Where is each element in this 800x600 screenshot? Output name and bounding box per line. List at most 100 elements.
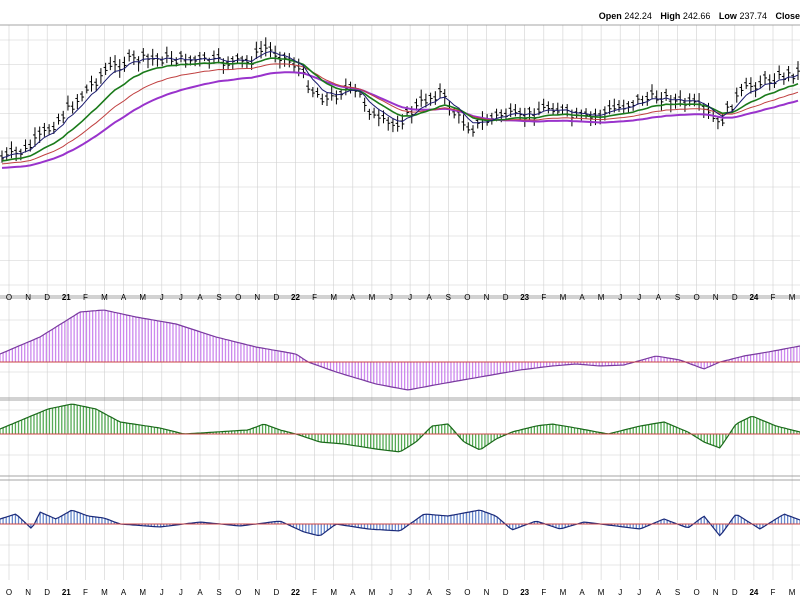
- x-tick-label: M: [369, 293, 376, 302]
- x-tick-label: A: [197, 588, 203, 597]
- x-tick-label: J: [637, 588, 641, 597]
- x-tick-label: 22: [291, 588, 300, 597]
- x-tick-label: S: [446, 588, 451, 597]
- x-tick-label: F: [312, 588, 317, 597]
- x-tick-label: D: [503, 293, 509, 302]
- x-tick-label: F: [312, 293, 317, 302]
- x-tick-label: N: [713, 588, 719, 597]
- x-tick-label: M: [101, 588, 108, 597]
- x-tick-label: J: [389, 588, 393, 597]
- x-tick-label: A: [350, 293, 356, 302]
- ma-green-line: [1, 57, 799, 162]
- low-value: 237.74: [739, 11, 767, 21]
- x-tick-label: F: [83, 588, 88, 597]
- x-tick-label: A: [579, 293, 585, 302]
- x-tick-label: D: [44, 293, 50, 302]
- x-tick-label: O: [464, 588, 470, 597]
- x-tick-label: 21: [62, 293, 71, 302]
- histogram-outline: [0, 509, 800, 537]
- x-tick-label: F: [541, 588, 546, 597]
- x-tick-label: N: [484, 588, 490, 597]
- ma-red-line: [1, 63, 799, 165]
- close-label: Close: [775, 11, 800, 21]
- x-tick-label: A: [656, 588, 662, 597]
- histogram-outline: [0, 403, 800, 453]
- x-tick-label: D: [732, 588, 738, 597]
- x-tick-label: M: [560, 588, 567, 597]
- x-tick-label: J: [160, 588, 164, 597]
- x-tick-label: O: [693, 588, 699, 597]
- x-tick-label: N: [25, 588, 31, 597]
- x-tick-label: A: [579, 588, 585, 597]
- x-tick-label: M: [101, 293, 108, 302]
- x-tick-label: M: [598, 293, 605, 302]
- x-tick-label: A: [121, 588, 127, 597]
- x-tick-label: J: [408, 293, 412, 302]
- x-tick-label: M: [139, 293, 146, 302]
- x-axis-labels: O N D 21 F M A M J J A S O N D 22 F M A M J J A S O N D 23 F M A M J J A S O…: [6, 293, 796, 302]
- indicator-panel-1: [0, 309, 800, 391]
- x-tick-label: 24: [749, 588, 758, 597]
- x-tick-label: M: [330, 588, 337, 597]
- x-tick-label: M: [789, 588, 796, 597]
- ma-fast-line: [1, 50, 799, 159]
- x-tick-label: N: [713, 293, 719, 302]
- x-tick-label: A: [350, 588, 356, 597]
- ohlc-header: Open 242.24 High 242.66 Low 237.74 Close: [599, 11, 800, 21]
- indicator-panel-3: [0, 509, 800, 537]
- x-tick-label: A: [121, 293, 127, 302]
- x-axis-labels: O N D 21 F M A M J J A S O N D 22 F M A M J J A S O N D 23 F M A M J J A S O…: [6, 588, 796, 597]
- x-tick-label: S: [216, 588, 221, 597]
- ma-purple-line: [1, 71, 799, 169]
- x-tick-label: 22: [291, 293, 300, 302]
- x-tick-label: O: [6, 293, 12, 302]
- x-tick-label: F: [771, 293, 776, 302]
- x-tick-label: O: [235, 293, 241, 302]
- x-tick-label: 24: [749, 293, 758, 302]
- x-tick-label: A: [656, 293, 662, 302]
- open-value: 242.24: [624, 11, 652, 21]
- high-value: 242.66: [682, 11, 711, 21]
- x-tick-label: D: [44, 588, 50, 597]
- x-tick-label: A: [427, 588, 433, 597]
- price-bars: [0, 37, 800, 163]
- high-label: High: [660, 11, 681, 21]
- x-tick-label: D: [732, 293, 738, 302]
- x-tick-label: M: [789, 293, 796, 302]
- x-tick-label: A: [427, 293, 433, 302]
- x-tick-label: N: [25, 293, 31, 302]
- x-tick-label: M: [139, 588, 146, 597]
- x-tick-label: D: [274, 588, 280, 597]
- x-tick-label: S: [216, 293, 221, 302]
- x-tick-label: 23: [520, 293, 529, 302]
- low-label: Low: [718, 11, 737, 21]
- x-tick-label: J: [389, 293, 393, 302]
- x-tick-label: J: [179, 293, 183, 302]
- x-tick-label: S: [446, 293, 451, 302]
- x-tick-label: S: [675, 293, 680, 302]
- x-tick-label: F: [541, 293, 546, 302]
- x-tick-label: J: [160, 293, 164, 302]
- x-tick-label: J: [179, 588, 183, 597]
- x-tick-label: O: [235, 588, 241, 597]
- x-tick-label: O: [6, 588, 12, 597]
- histogram-outline: [0, 309, 800, 391]
- x-tick-label: 21: [62, 588, 71, 597]
- x-tick-label: O: [464, 293, 470, 302]
- grid: [0, 25, 800, 580]
- x-tick-label: O: [693, 293, 699, 302]
- x-tick-label: J: [637, 293, 641, 302]
- x-tick-label: J: [618, 293, 622, 302]
- x-tick-label: M: [369, 588, 376, 597]
- x-tick-label: F: [771, 588, 776, 597]
- x-tick-label: N: [254, 293, 260, 302]
- x-tick-label: D: [503, 588, 509, 597]
- indicator-panel-2: [0, 403, 800, 453]
- x-tick-label: M: [598, 588, 605, 597]
- x-tick-label: N: [254, 588, 260, 597]
- x-tick-label: F: [83, 293, 88, 302]
- x-tick-label: J: [618, 588, 622, 597]
- x-tick-label: D: [274, 293, 280, 302]
- x-tick-label: J: [408, 588, 412, 597]
- x-tick-label: A: [197, 293, 203, 302]
